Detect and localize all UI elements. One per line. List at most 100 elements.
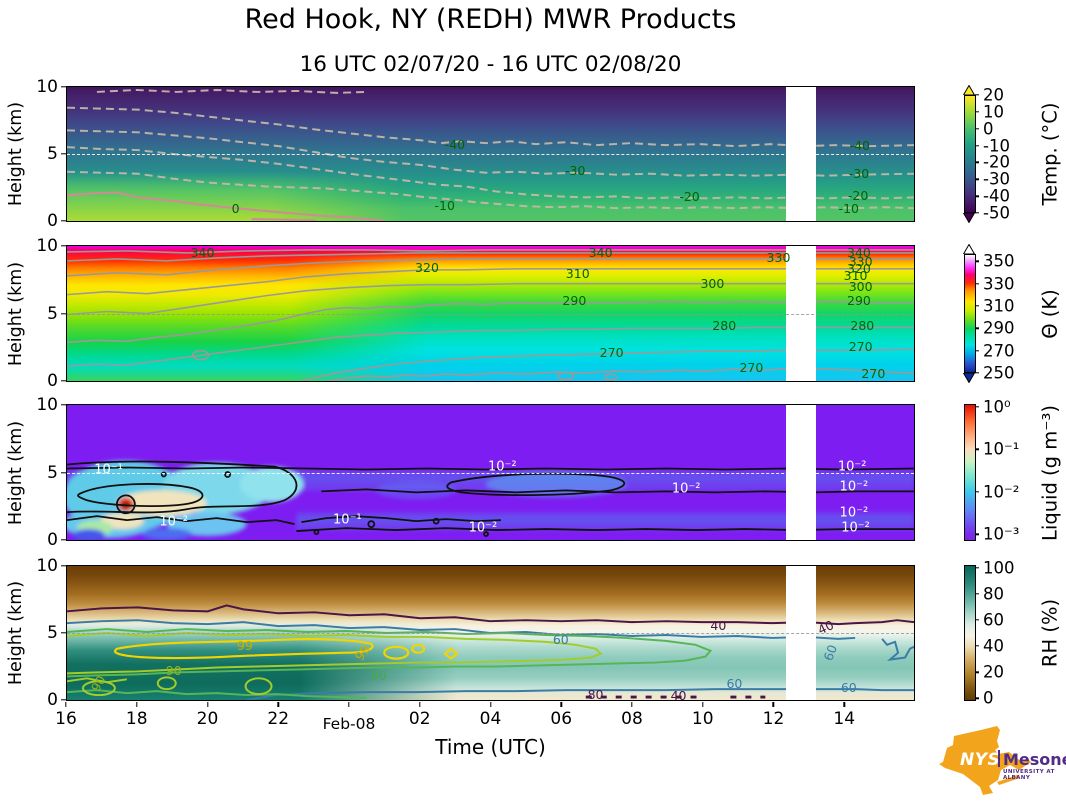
- y-tick-label: 10: [36, 77, 58, 97]
- x-tick-label: 14: [833, 709, 856, 729]
- colorbar-tick-label: 0: [983, 688, 994, 708]
- y-tick-mark: [61, 312, 67, 315]
- colorbar-arrow-up: [963, 244, 975, 254]
- x-tick-mark: [136, 702, 138, 707]
- liquid-colorbar: 10⁰ 10⁻¹ 10⁻² 10⁻³ Liquid (g m⁻³): [964, 397, 1066, 544]
- colorbar-arrow-up: [963, 85, 975, 95]
- colorbar-tick-label: 250: [983, 363, 1015, 383]
- contour-label: 10⁻²: [159, 514, 189, 530]
- x-tick-mark: [206, 702, 209, 707]
- colorbar-tick-label: 60: [983, 610, 1004, 630]
- colorbar-tick-mark: [975, 260, 979, 263]
- 5km-reference-line: [67, 154, 914, 155]
- colorbar-tick-label: 270: [983, 341, 1015, 361]
- x-tick-label: 18: [125, 709, 148, 729]
- colorbar-tick-mark: [975, 490, 979, 493]
- colorbar-tick-label: -10: [983, 136, 1010, 156]
- y-tick-mark: [61, 86, 67, 88]
- colorbar-tick-label: 10: [983, 102, 1004, 122]
- x-tick-label: 08: [621, 709, 643, 729]
- y-tick-label: 5: [47, 144, 58, 164]
- contour-label: -20: [679, 188, 700, 204]
- panel-temperature: Height (km) 10 5 0: [6, 77, 1062, 231]
- contour-label: 10⁻¹: [94, 462, 123, 478]
- temperature-colorbar: 20 10 0 -10 -20 -30 -40 -50 Temp. (°C): [963, 85, 1066, 223]
- colorbar-axis-label: Liquid (g m⁻³): [1038, 404, 1062, 541]
- nys-mesonet-logo: NYS Mesonet UNIVERSITY AT ALBANY: [933, 712, 1066, 802]
- contour-label: 0: [231, 200, 240, 216]
- contour-label: 270: [599, 344, 624, 360]
- colorbar-gradient: [964, 404, 976, 541]
- contour-label: 270: [861, 366, 886, 381]
- contour-label: 80: [370, 667, 387, 683]
- colorbar-tick-label: 10⁻¹: [983, 439, 1020, 459]
- y-tick-mark: [61, 539, 67, 541]
- contour-label: 280: [712, 317, 737, 333]
- y-axis-label: Height (km): [6, 261, 26, 366]
- y-tick-mark: [61, 565, 67, 567]
- contour-label: 10⁻²: [839, 505, 869, 521]
- colorbar-tick-label: 10⁻³: [983, 524, 1020, 544]
- colorbar-tick-mark: [975, 448, 979, 450]
- contour-label: 310: [843, 267, 868, 283]
- colorbar-tick-label: 10⁻²: [983, 482, 1020, 502]
- colorbar-tick-label: 20: [983, 85, 1004, 105]
- y-tick-mark: [61, 245, 67, 247]
- colorbar-tick-label: 290: [983, 318, 1015, 338]
- colorbar-tick-label: 80: [983, 584, 1004, 604]
- contour-label: -10: [838, 200, 859, 216]
- colorbar-tick-label: 0: [983, 119, 994, 139]
- y-tick-mark: [61, 632, 67, 634]
- colorbar-tick-label: 330: [983, 274, 1015, 294]
- contour-label: 60: [840, 679, 857, 695]
- y-tick-mark: [61, 153, 67, 155]
- contour-label: -10: [434, 198, 455, 213]
- y-tick-mark: [61, 220, 67, 222]
- x-tick-label: 02: [408, 709, 431, 729]
- y-tick-label: 0: [47, 371, 58, 391]
- colorbar-arrow-down: [963, 213, 975, 223]
- contour-label: 300: [700, 275, 725, 291]
- colorbar-tick-label: -50: [983, 203, 1010, 223]
- colorbar-tick-mark: [975, 94, 979, 96]
- colorbar-tick-label: -30: [983, 169, 1010, 189]
- logo-state-text: NYS: [960, 750, 1001, 770]
- contour-label: -20: [847, 187, 869, 203]
- colorbar-tick-mark: [975, 593, 979, 595]
- colorbar-axis-label: RH (%): [1038, 598, 1062, 668]
- contour-label: 99: [351, 641, 373, 664]
- contour-label: 280: [850, 317, 875, 333]
- colorbar-tick-label: -40: [983, 186, 1010, 206]
- contour-label: 320: [847, 260, 871, 276]
- x-tick-mark: [348, 702, 350, 707]
- y-tick-mark: [61, 471, 67, 474]
- logo-name-text: Mesonet: [1003, 750, 1066, 769]
- contour-label: 90: [88, 672, 109, 695]
- colorbar-tick-mark: [975, 671, 979, 673]
- panel-relative-humidity: Height (km) 10 5 0: [6, 556, 1062, 710]
- y-tick-label: 10: [36, 236, 58, 256]
- contour-label: 10⁻¹: [333, 512, 362, 528]
- colorbar-tick-mark: [975, 128, 979, 130]
- contour-label: 300: [848, 278, 873, 294]
- colorbar-arrow-down: [963, 373, 975, 383]
- contour-label: 40: [670, 687, 687, 703]
- rh-contour-labels: 99 99 90 90 80 40 40 60 60 60 60 80 40: [67, 566, 914, 703]
- contour-label: 60: [820, 642, 841, 663]
- x-tick-mark: [489, 702, 492, 707]
- colorbar-tick-mark: [975, 195, 979, 197]
- colorbar-tick-label: 310: [983, 296, 1015, 316]
- colorbar-tick-mark: [975, 372, 979, 374]
- x-tick-label: 20: [196, 709, 219, 729]
- colorbar-tick-mark: [975, 283, 979, 285]
- x-tick-label: 22: [267, 709, 290, 729]
- y-tick-mark: [61, 380, 67, 382]
- y-tick-label: 0: [47, 530, 58, 550]
- colorbar-tick-mark: [975, 645, 979, 647]
- panel-potential-temperature: Height (km) 10 5 0: [6, 236, 1062, 391]
- colorbar-axis-label: Temp. (°C): [1038, 102, 1062, 206]
- y-tick-mark: [61, 699, 67, 701]
- x-tick-label: 10: [691, 709, 714, 729]
- contour-label: 320: [415, 259, 439, 275]
